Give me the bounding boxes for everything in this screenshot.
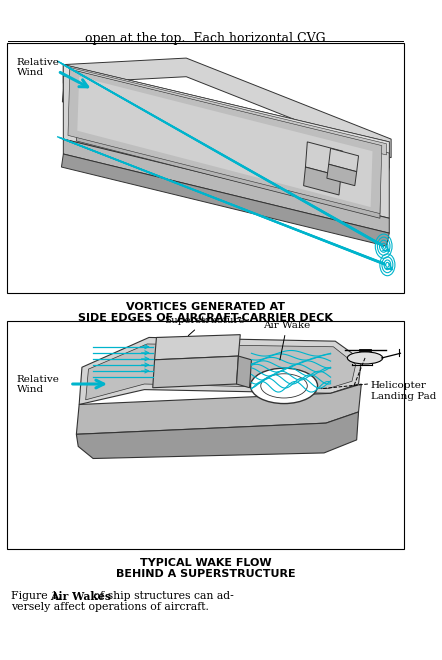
Text: VORTICES GENERATED AT: VORTICES GENERATED AT — [126, 302, 285, 312]
Polygon shape — [155, 335, 240, 360]
Polygon shape — [304, 167, 341, 195]
Ellipse shape — [251, 368, 317, 403]
Text: versely affect operations of aircraft.: versely affect operations of aircraft. — [11, 602, 209, 612]
Polygon shape — [76, 71, 380, 218]
Bar — [8, 321, 404, 549]
Text: Air Wake: Air Wake — [263, 321, 310, 360]
Polygon shape — [77, 77, 373, 207]
Polygon shape — [63, 58, 391, 158]
Polygon shape — [327, 164, 357, 185]
Text: Superstructure: Superstructure — [164, 316, 245, 335]
Text: Air Wakes: Air Wakes — [50, 591, 111, 602]
Text: BEHIND A SUPERSTRUCTURE: BEHIND A SUPERSTRUCTURE — [116, 570, 296, 579]
Text: Relative
Wind: Relative Wind — [17, 375, 60, 394]
Polygon shape — [63, 65, 389, 218]
Polygon shape — [63, 76, 389, 167]
Ellipse shape — [347, 352, 383, 364]
Polygon shape — [63, 139, 389, 233]
Text: Figure 1.: Figure 1. — [11, 591, 69, 601]
Text: open at the top.  Each horizontal CVG: open at the top. Each horizontal CVG — [85, 32, 326, 45]
Polygon shape — [76, 412, 358, 459]
Polygon shape — [84, 77, 373, 209]
Polygon shape — [79, 337, 361, 405]
Text: SIDE EDGES OF AIRCRAFT-CARRIER DECK: SIDE EDGES OF AIRCRAFT-CARRIER DECK — [78, 314, 333, 323]
Polygon shape — [305, 142, 343, 176]
Polygon shape — [329, 148, 358, 172]
Polygon shape — [61, 154, 389, 246]
Polygon shape — [68, 69, 382, 214]
Polygon shape — [86, 344, 356, 400]
Text: TYPICAL WAKE FLOW: TYPICAL WAKE FLOW — [140, 558, 272, 568]
Polygon shape — [70, 67, 386, 155]
Polygon shape — [153, 356, 238, 387]
Text: Helicopter
Landing Pad: Helicopter Landing Pad — [371, 381, 436, 401]
Polygon shape — [63, 65, 389, 153]
Polygon shape — [236, 356, 251, 387]
Polygon shape — [62, 90, 389, 179]
Text: of ship structures can ad-: of ship structures can ad- — [90, 591, 234, 601]
Text: Relative
Wind: Relative Wind — [17, 58, 60, 77]
Polygon shape — [76, 384, 361, 434]
Bar — [8, 43, 404, 293]
